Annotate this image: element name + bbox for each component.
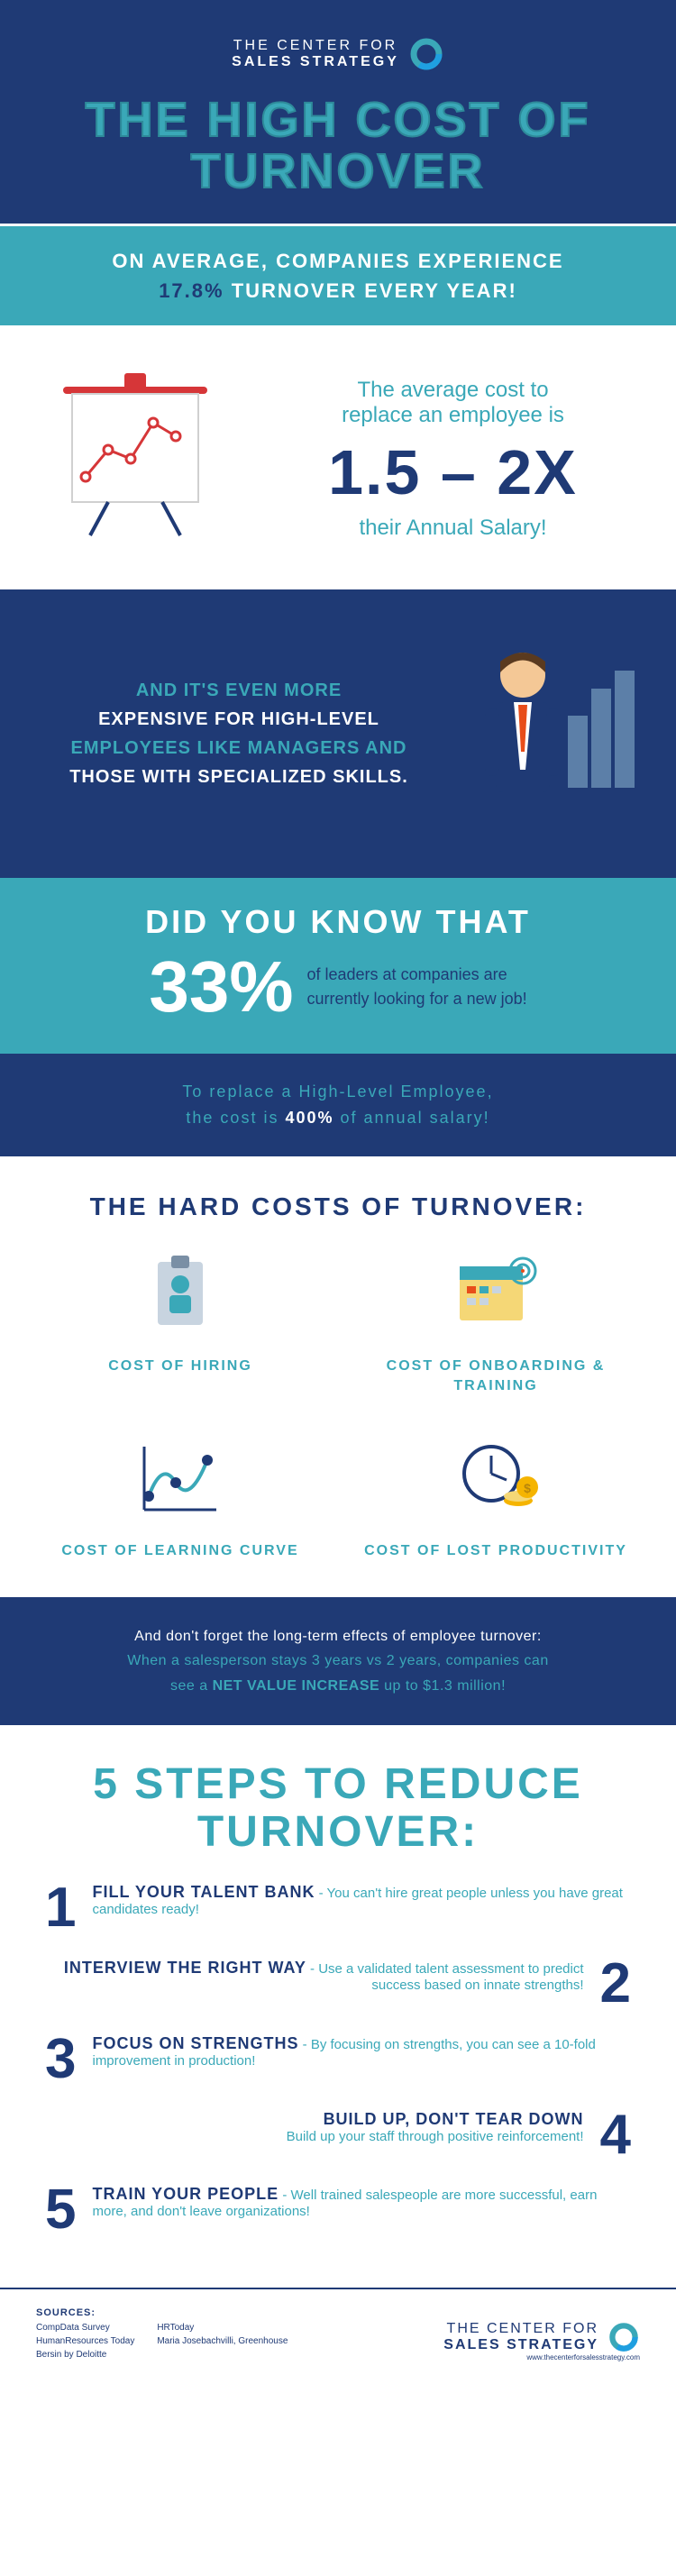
step-num-1: 1 [45,1883,76,1933]
exp-p4: THOSE WITH SPECIALIZED SKILLS. [69,767,408,787]
replace-section: To replace a High-Level Employee, the co… [0,1054,676,1156]
banner-pre: ON AVERAGE, COMPANIES EXPERIENCE [112,250,563,272]
did-you-know-section: DID YOU KNOW THAT 33% of leaders at comp… [0,878,676,1054]
step-t-2: INTERVIEW THE RIGHT WAY [64,1959,306,1977]
step-t-5: TRAIN YOUR PEOPLE [92,2185,279,2203]
lt-l1: And don't forget the long-term effects o… [36,1624,640,1649]
turnover-banner: ON AVERAGE, COMPANIES EXPERIENCE 17.8% T… [0,224,676,328]
step-1: 1 FILL YOUR TALENT BANK - You can't hire… [36,1883,640,1933]
steps-hd: 5 STEPS TO REDUCE TURNOVER: [36,1761,640,1857]
hard-costs-section: THE HARD COSTS OF TURNOVER: COST OF HIRI… [0,1156,676,1597]
step-num-4: 4 [600,2110,631,2160]
step-num-5: 5 [45,2185,76,2235]
flogo-l2: SALES STRATEGY [443,2337,598,2353]
clipboard-person-icon [126,1248,234,1338]
cost-productivity: $ COST OF LOST PRODUCTIVITY [352,1433,640,1561]
logo-line1: THE CENTER FOR [232,38,399,54]
svg-text:$: $ [524,1481,531,1495]
flogo-l1: THE CENTER FOR [443,2321,598,2337]
cost-hiring: COST OF HIRING [36,1248,324,1397]
cost-learning: COST OF LEARNING CURVE [36,1433,324,1561]
hc-hd: THE HARD COSTS OF TURNOVER: [36,1192,640,1221]
main-title: THE HIGH COST OF TURNOVER [27,95,649,196]
avg-l2: their Annual Salary! [266,516,640,541]
dyk-txt1: of leaders at companies are [307,965,507,983]
step-t-4: BUILD UP, DON'T TEAR DOWN [324,2110,584,2128]
expensive-section: AND IT'S EVEN MORE EXPENSIVE FOR HIGH-LE… [0,589,676,878]
step-d-2: - Use a validated talent assessment to p… [306,1961,584,1993]
cost-onboarding: COST OF ONBOARDING & TRAINING [352,1248,640,1397]
banner-pct: 17.8% [159,279,224,302]
avg-l1a: The average cost to [266,378,640,404]
footer-logo: THE CENTER FOR SALES STRATEGY [443,2321,640,2353]
logo-ring-icon [408,36,444,72]
lt-l2a: When a salesperson stays 3 years vs 2 ye… [127,1653,548,1668]
step-4: 4 BUILD UP, DON'T TEAR DOWNBuild up your… [36,2110,640,2160]
steps-section: 5 STEPS TO REDUCE TURNOVER: 1 FILL YOUR … [0,1725,676,2288]
cost-label-0: COST OF HIRING [36,1357,324,1376]
rep-l1: To replace a High-Level Employee, [182,1082,493,1101]
src-2: Bersin by Deloitte [36,2348,134,2361]
learning-curve-icon [126,1433,234,1523]
lt-l2b: see a [170,1678,213,1694]
cost-label-3: COST OF LOST PRODUCTIVITY [352,1541,640,1561]
step-t-1: FILL YOUR TALENT BANK [92,1883,315,1901]
rep-l2b: of annual salary! [334,1109,490,1127]
step-num-3: 3 [45,2034,76,2085]
dyk-hd: DID YOU KNOW THAT [36,903,640,941]
header-section: THE CENTER FOR SALES STRATEGY THE HIGH C… [0,0,676,224]
avg-cost-section: The average cost to replace an employee … [0,328,676,589]
rep-pct: 400% [285,1109,333,1127]
dyk-pct: 33% [149,945,293,1028]
exp-p2: EXPENSIVE FOR HIGH-LEVEL [98,709,379,729]
cost-label-1: COST OF ONBOARDING & TRAINING [352,1357,640,1397]
avg-big: 1.5 – 2X [266,436,640,508]
footer: SOURCES: CompData Survey HumanResources … [0,2288,676,2378]
cost-label-2: COST OF LEARNING CURVE [36,1541,324,1561]
step-t-3: FOCUS ON STRENGTHS [92,2034,298,2052]
src-0: CompData Survey [36,2321,134,2334]
exp-p3: EMPLOYEES LIKE MANAGERS AND [71,738,407,758]
calendar-target-icon [442,1248,550,1338]
sources-hd: SOURCES: [36,2306,288,2321]
lt-l2c: up to $1.3 million! [379,1678,506,1694]
banner-post: TURNOVER EVERY YEAR! [224,279,517,302]
footer-ring-icon [607,2321,640,2353]
step-3: 3 FOCUS ON STRENGTHS - By focusing on st… [36,2034,640,2085]
src-3: HRToday [157,2321,288,2334]
lt-b: NET VALUE INCREASE [213,1678,380,1694]
longterm-section: And don't forget the long-term effects o… [0,1597,676,1725]
avg-l1b: replace an employee is [266,403,640,429]
step-2: 2 INTERVIEW THE RIGHT WAY - Use a valida… [36,1959,640,2009]
exp-p1: AND IT'S EVEN MORE [136,681,342,700]
footer-url: www.thecenterforsalesstrategy.com [443,2353,640,2361]
step-d-4: Build up your staff through positive rei… [287,2129,584,2144]
step-num-2: 2 [600,1959,631,2009]
logo-top: THE CENTER FOR SALES STRATEGY [232,36,444,72]
src-4: Maria Josebachvilli, Greenhouse [157,2334,288,2348]
rep-l2a: the cost is [186,1109,285,1127]
presentation-chart-icon [36,369,234,549]
businessman-barchart-icon [460,635,640,833]
dyk-txt2: currently looking for a new job! [307,990,527,1008]
step-5: 5 TRAIN YOUR PEOPLE - Well trained sales… [36,2185,640,2235]
src-1: HumanResources Today [36,2334,134,2348]
logo-line2: SALES STRATEGY [232,54,399,70]
clock-coins-icon: $ [442,1433,550,1523]
